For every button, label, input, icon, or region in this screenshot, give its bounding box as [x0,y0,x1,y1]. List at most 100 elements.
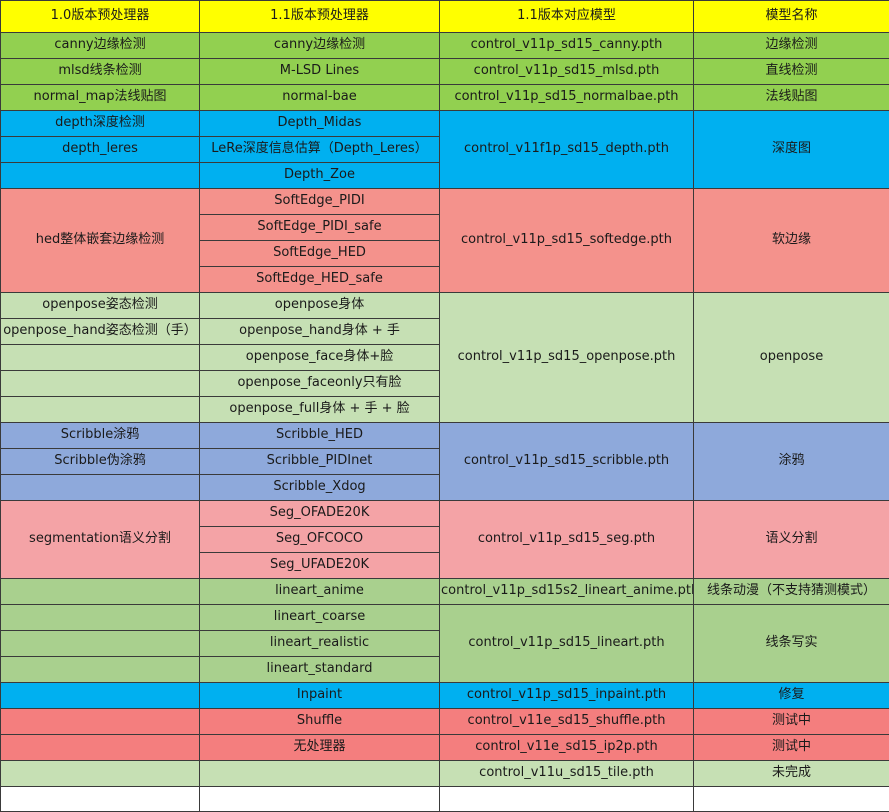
cell-model: control_v11p_sd15_softedge.pth [440,189,694,293]
cell-pre11: lineart_anime [200,579,440,605]
cell-name: 语义分割 [694,501,889,579]
cell-name: 涂鸦 [694,423,889,501]
cell-name: 边缘检测 [694,33,889,59]
cell-pre10: openpose_hand姿态检测（手） [1,319,200,345]
cell-pre11: SoftEdge_HED [200,241,440,267]
cell-model: control_v11f1p_sd15_depth.pth [440,111,694,189]
cell-pre11: openpose身体 [200,293,440,319]
column-header-name: 模型名称 [694,1,889,33]
table-row: mlsd线条检测 M-LSD Lines control_v11p_sd15_m… [1,59,889,85]
cell-model: control_v11e_sd15_shuffle.pth [440,709,694,735]
cell-empty [440,787,694,812]
cell-pre10-empty [1,657,200,683]
table-row: hed整体嵌套边缘检测 SoftEdge_PIDI control_v11p_s… [1,189,889,215]
cell-pre10-empty [1,631,200,657]
table-row: lineart_anime control_v11p_sd15s2_linear… [1,579,889,605]
cell-name: 深度图 [694,111,889,189]
table-row: Inpaint control_v11p_sd15_inpaint.pth 修复 [1,683,889,709]
cell-model: control_v11p_sd15_normalbae.pth [440,85,694,111]
cell-name: 未完成 [694,761,889,787]
cell-pre11: openpose_face身体+脸 [200,345,440,371]
cell-name: 软边缘 [694,189,889,293]
cell-pre10-empty [1,761,200,787]
cell-pre10: segmentation语义分割 [1,501,200,579]
cell-pre11: Inpaint [200,683,440,709]
cell-pre11: SoftEdge_PIDI [200,189,440,215]
cell-empty [1,787,200,812]
cell-model: control_v11p_sd15_mlsd.pth [440,59,694,85]
cell-pre10-empty [1,371,200,397]
cell-pre10-empty [1,163,200,189]
column-header-pre10: 1.0版本预处理器 [1,1,200,33]
cell-model: control_v11p_sd15_scribble.pth [440,423,694,501]
column-header-model: 1.1版本对应模型 [440,1,694,33]
cell-pre11: canny边缘检测 [200,33,440,59]
cell-pre11: lineart_standard [200,657,440,683]
cell-pre10-empty [1,345,200,371]
table-row: openpose姿态检测 openpose身体 control_v11p_sd1… [1,293,889,319]
cell-pre11: LeRe深度信息估算（Depth_Leres） [200,137,440,163]
cell-name: 法线贴图 [694,85,889,111]
cell-name: 线条动漫（不支持猜测模式） [694,579,889,605]
cell-model: control_v11p_sd15s2_lineart_anime.pth [440,579,694,605]
cell-pre11: Seg_OFCOCO [200,527,440,553]
cell-pre10: mlsd线条检测 [1,59,200,85]
cell-pre10: normal_map法线贴图 [1,85,200,111]
cell-model: control_v11p_sd15_lineart.pth [440,605,694,683]
table-row: normal_map法线贴图 normal-bae control_v11p_s… [1,85,889,111]
cell-pre11: openpose_faceonly只有脸 [200,371,440,397]
cell-model: control_v11p_sd15_inpaint.pth [440,683,694,709]
cell-name: 测试中 [694,735,889,761]
table-row: 无处理器 control_v11e_sd15_ip2p.pth 测试中 [1,735,889,761]
cell-name: 线条写实 [694,605,889,683]
cell-pre11: Seg_UFADE20K [200,553,440,579]
cell-pre10-empty [1,605,200,631]
table-row: segmentation语义分割 Seg_OFADE20K control_v1… [1,501,889,527]
cell-model: control_v11u_sd15_tile.pth [440,761,694,787]
table-row: canny边缘检测 canny边缘检测 control_v11p_sd15_ca… [1,33,889,59]
cell-pre11: Seg_OFADE20K [200,501,440,527]
cell-model: control_v11p_sd15_canny.pth [440,33,694,59]
cell-pre10: hed整体嵌套边缘检测 [1,189,200,293]
cell-pre11: 无处理器 [200,735,440,761]
column-header-pre11: 1.1版本预处理器 [200,1,440,33]
cell-pre11: M-LSD Lines [200,59,440,85]
table-header-row: 1.0版本预处理器 1.1版本预处理器 1.1版本对应模型 模型名称 [1,1,889,33]
table-row: Scribble涂鸦 Scribble_HED control_v11p_sd1… [1,423,889,449]
cell-pre11: Scribble_HED [200,423,440,449]
table-row [1,787,889,812]
cell-pre10: Scribble伪涂鸦 [1,449,200,475]
cell-name: 直线检测 [694,59,889,85]
cell-pre10: depth深度检测 [1,111,200,137]
cell-pre11: SoftEdge_HED_safe [200,267,440,293]
cell-pre11: openpose_full身体 + 手 + 脸 [200,397,440,423]
table-row: depth深度检测 Depth_Midas control_v11f1p_sd1… [1,111,889,137]
cell-model: control_v11p_sd15_openpose.pth [440,293,694,423]
cell-pre10-empty [1,397,200,423]
cell-pre10: openpose姿态检测 [1,293,200,319]
cell-pre10-empty [1,683,200,709]
cell-pre11: Scribble_Xdog [200,475,440,501]
table-row: lineart_coarse control_v11p_sd15_lineart… [1,605,889,631]
cell-name: openpose [694,293,889,423]
table-row: Shuffle control_v11e_sd15_shuffle.pth 测试… [1,709,889,735]
cell-pre10-empty [1,579,200,605]
cell-name: 测试中 [694,709,889,735]
cell-pre10: depth_leres [1,137,200,163]
cell-pre10-empty [1,735,200,761]
cell-pre11: SoftEdge_PIDI_safe [200,215,440,241]
cell-pre11: lineart_coarse [200,605,440,631]
cell-model: control_v11e_sd15_ip2p.pth [440,735,694,761]
cell-pre11: normal-bae [200,85,440,111]
cell-pre11: Depth_Zoe [200,163,440,189]
cell-pre11: lineart_realistic [200,631,440,657]
cell-empty [200,787,440,812]
cell-pre10: canny边缘检测 [1,33,200,59]
cell-name: 修复 [694,683,889,709]
cell-pre11: Scribble_PIDInet [200,449,440,475]
cell-pre10: Scribble涂鸦 [1,423,200,449]
cell-pre11: Shuffle [200,709,440,735]
cell-pre11: openpose_hand身体 + 手 [200,319,440,345]
cell-pre10-empty [1,709,200,735]
